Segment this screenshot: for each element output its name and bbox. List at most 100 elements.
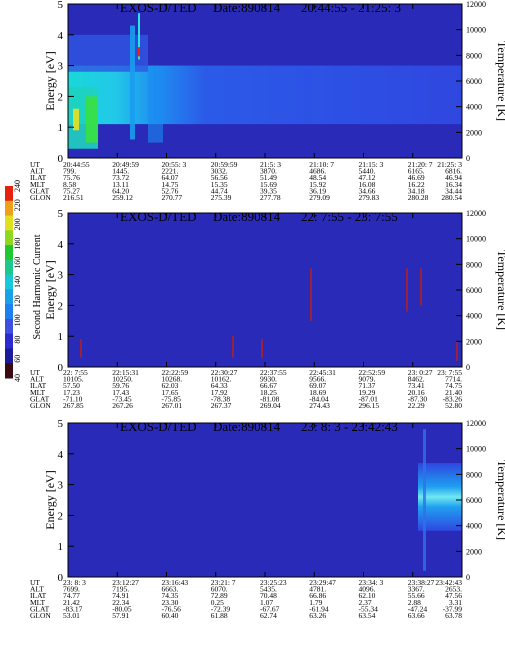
table-cell: 22:37:55 bbox=[260, 368, 287, 377]
table-cell: 59.76 bbox=[112, 381, 129, 390]
table-cell: 267.26 bbox=[112, 401, 133, 410]
colorbar-segment bbox=[5, 215, 13, 231]
table-cell: 277.78 bbox=[260, 193, 281, 202]
table-cell: 73.41 bbox=[408, 381, 425, 390]
panel-time-range: 20:44:55 - 21:25: 3 bbox=[301, 0, 401, 15]
table-cell: 18.69 bbox=[309, 388, 326, 397]
table-cell: 21:10: 7 bbox=[309, 160, 334, 169]
energy-band bbox=[138, 13, 140, 60]
colorbar-segment bbox=[5, 318, 13, 335]
table-cell: 55.66 bbox=[408, 591, 425, 600]
row-label: ILAT bbox=[30, 591, 47, 600]
spectrogram-panel-3: EXOS-D/TED Date:890814 23: 8: 3 - 23:42:43… bbox=[30, 418, 505, 620]
table-cell: -83.26 bbox=[443, 394, 463, 403]
table-cell: 23: 8: 3 bbox=[63, 578, 86, 587]
table-cell: 7195. bbox=[112, 585, 129, 594]
table-cell: 21:5: 3 bbox=[260, 160, 281, 169]
colorbar-tick-label: 160 bbox=[13, 257, 22, 269]
y2-tick-label: 0 bbox=[466, 573, 470, 582]
row-label: UT bbox=[30, 578, 40, 587]
table-cell: 270.77 bbox=[162, 193, 183, 202]
spectrogram-panels: EXOS-D/TED Date:890814 20:44:55 - 21:25: 3… bbox=[30, 0, 505, 620]
y2-tick-label: 8000 bbox=[466, 260, 482, 269]
row-label: MLT bbox=[30, 598, 46, 607]
table-cell: 0.25 bbox=[211, 598, 224, 607]
table-cell: 10105. bbox=[63, 375, 84, 384]
panel-time-range: 23: 8: 3 - 23:42:43 bbox=[301, 419, 398, 434]
table-cell: 15.92 bbox=[309, 180, 326, 189]
table-cell: 4096. bbox=[359, 585, 376, 594]
table-cell: 60.40 bbox=[162, 611, 179, 620]
y2-tick-label: 8000 bbox=[466, 470, 482, 479]
table-cell: 275.39 bbox=[211, 193, 232, 202]
table-cell: 22:22:59 bbox=[162, 368, 189, 377]
y-tick-label: 4 bbox=[58, 449, 64, 461]
table-cell: 21.40 bbox=[445, 388, 462, 397]
table-cell: 20:59:59 bbox=[211, 160, 238, 169]
table-cell: 23:34: 3 bbox=[359, 578, 384, 587]
table-cell: -55.34 bbox=[359, 604, 379, 613]
colorbar-segment bbox=[5, 348, 13, 364]
table-cell: 20:44:55 bbox=[63, 160, 90, 169]
y-tick-label: 3 bbox=[58, 61, 64, 73]
table-cell: 17.43 bbox=[112, 388, 129, 397]
table-cell: 57.91 bbox=[112, 611, 129, 620]
table-cell: 39.35 bbox=[260, 186, 277, 195]
table-cell: 22:30:27 bbox=[211, 368, 238, 377]
table-cell: 34.66 bbox=[359, 186, 376, 195]
spike-mark bbox=[310, 268, 312, 321]
y2-tick-label: 0 bbox=[466, 154, 470, 163]
row-label: GLON bbox=[30, 401, 51, 410]
y2-tick-label: 12000 bbox=[466, 0, 486, 9]
table-cell: 70.48 bbox=[260, 591, 277, 600]
row-label: ILAT bbox=[30, 381, 47, 390]
y-axis-label: Energy [eV] bbox=[43, 470, 57, 529]
table-cell: 21:20: 7 bbox=[408, 160, 433, 169]
row-label: MLT bbox=[30, 388, 46, 397]
plot-area bbox=[68, 213, 462, 367]
table-cell: 7714. bbox=[445, 375, 462, 384]
y2-tick-label: 4000 bbox=[466, 522, 482, 531]
table-cell: 7699. bbox=[63, 585, 80, 594]
table-cell: 63.26 bbox=[309, 611, 326, 620]
y-tick-label: 2 bbox=[58, 510, 64, 522]
row-label: GLAT bbox=[30, 604, 50, 613]
table-cell: -84.04 bbox=[309, 394, 329, 403]
table-cell: -78.38 bbox=[211, 394, 231, 403]
table-cell: 20:55: 3 bbox=[162, 160, 187, 169]
row-label: GLAT bbox=[30, 186, 50, 195]
table-cell: -80.05 bbox=[112, 604, 132, 613]
table-cell: -87.01 bbox=[359, 394, 379, 403]
table-cell: 16.22 bbox=[408, 180, 425, 189]
table-cell: 51.49 bbox=[260, 173, 277, 182]
energy-band bbox=[423, 429, 426, 571]
table-cell: 267.85 bbox=[63, 401, 84, 410]
spectrogram-panel-1: EXOS-D/TED Date:890814 20:44:55 - 21:25: 3… bbox=[30, 0, 505, 202]
table-cell: 23: 0:27 bbox=[408, 368, 433, 377]
y-tick-label: 0 bbox=[58, 362, 64, 374]
table-cell: 64.07 bbox=[162, 173, 179, 182]
table-cell: 75.27 bbox=[63, 186, 80, 195]
table-cell: 22:45:31 bbox=[309, 368, 336, 377]
energy-band bbox=[138, 47, 140, 57]
table-cell: -67.67 bbox=[260, 604, 280, 613]
row-label: ALT bbox=[30, 585, 44, 594]
table-cell: 267.01 bbox=[162, 401, 183, 410]
table-cell: 23:29:47 bbox=[309, 578, 336, 587]
y-tick-label: 1 bbox=[58, 122, 64, 134]
y-tick-label: 4 bbox=[58, 30, 64, 42]
table-cell: -75.85 bbox=[162, 394, 182, 403]
panel-title: EXOS-D/TED bbox=[120, 0, 197, 15]
table-cell: 9930. bbox=[260, 375, 277, 384]
row-label: UT bbox=[30, 368, 40, 377]
colorbar-tick-label: 220 bbox=[13, 199, 22, 211]
table-cell: 5440. bbox=[359, 167, 376, 176]
table-cell: 13.11 bbox=[112, 180, 129, 189]
y2-tick-label: 2000 bbox=[466, 547, 482, 556]
table-cell: 3.31 bbox=[449, 598, 462, 607]
panel-time-range: 22: 7:55 - 23: 7:55 bbox=[301, 209, 398, 224]
energy-band bbox=[73, 108, 79, 131]
colorbar-segment bbox=[5, 333, 13, 349]
table-cell: 1.79 bbox=[309, 598, 322, 607]
